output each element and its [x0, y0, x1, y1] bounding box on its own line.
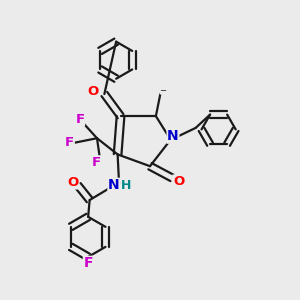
Text: N: N	[167, 129, 179, 143]
Text: F: F	[92, 156, 101, 169]
Text: O: O	[67, 176, 78, 189]
Text: ─: ─	[160, 85, 165, 94]
Text: O: O	[87, 85, 98, 98]
Text: N: N	[108, 178, 120, 192]
Text: H: H	[121, 179, 132, 192]
Text: O: O	[173, 175, 184, 188]
Text: F: F	[83, 256, 93, 270]
Text: F: F	[75, 112, 85, 126]
Text: F: F	[65, 136, 74, 148]
